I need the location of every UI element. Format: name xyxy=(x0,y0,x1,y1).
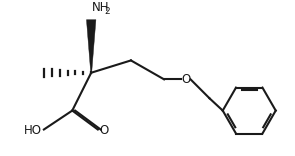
Text: O: O xyxy=(100,124,109,137)
Polygon shape xyxy=(86,20,96,73)
Text: O: O xyxy=(181,73,191,86)
Text: 2: 2 xyxy=(104,7,110,16)
Text: HO: HO xyxy=(24,124,42,137)
Text: NH: NH xyxy=(92,1,110,14)
